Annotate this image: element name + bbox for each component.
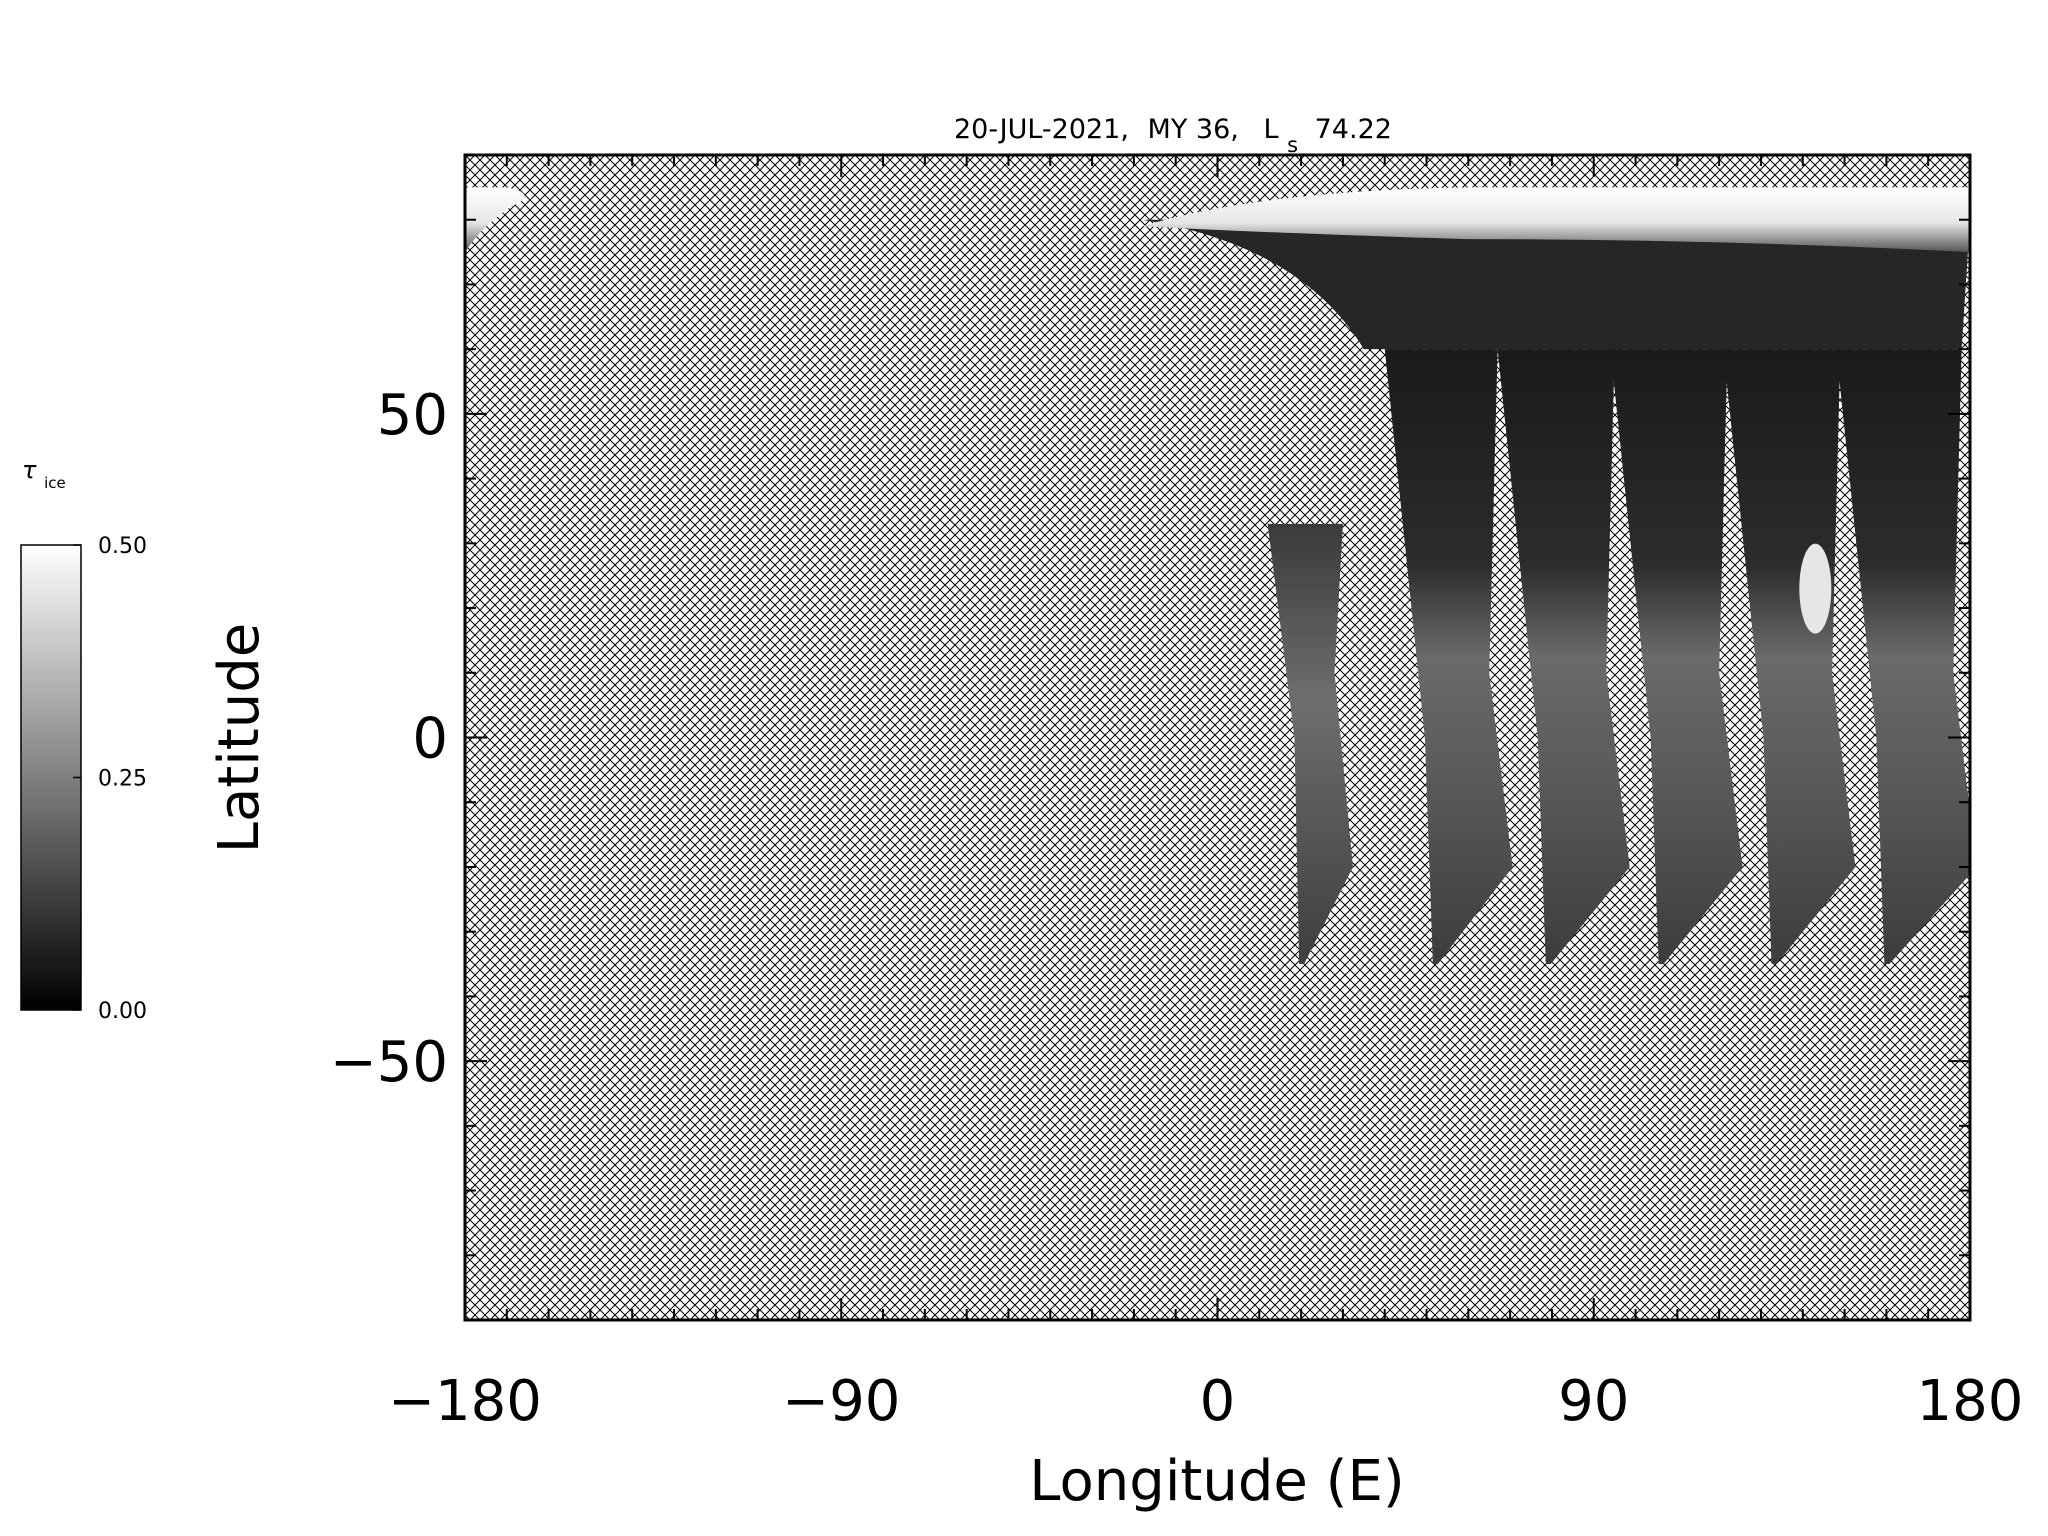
x-tick-label: 180 (1917, 1369, 2024, 1434)
colorbar-tick-label: 0.50 (98, 534, 147, 559)
colorbar-ticks: 0.50 0.25 0.00 (73, 534, 147, 1024)
y-tick-label: −50 (330, 1030, 448, 1095)
x-tick-label: 0 (1200, 1369, 1236, 1434)
colorbar-ice-subscript: ice (44, 474, 66, 492)
y-tick-label: 0 (412, 707, 448, 772)
title-ls-symbol: L (1263, 114, 1278, 145)
axis-tick-labels: −180 −90 0 90 180 50 0 −50 (330, 383, 2024, 1434)
title-martian-year: MY 36, (1148, 114, 1239, 145)
colorbar-tau-symbol: τ (22, 456, 37, 484)
axis-ticks (464, 154, 1971, 1321)
colorbar: τ ice 0.50 0.25 0.00 (20, 456, 147, 1024)
x-tick-label: 90 (1558, 1369, 1629, 1434)
x-tick-label: −90 (782, 1369, 900, 1434)
y-axis-label: Latitude (207, 623, 272, 853)
observation-layer (465, 187, 1970, 965)
observation-swath (1723, 349, 1856, 965)
observation-swath (1497, 349, 1630, 965)
north-high-latitude-band (1142, 219, 1970, 350)
x-tick-label: −180 (388, 1369, 542, 1434)
observation-swath (1384, 349, 1513, 965)
colorbar-gradient (20, 544, 82, 1011)
observation-swath (1610, 349, 1743, 965)
svg-text:20-JUL-2021, MY 36,: 20-JUL-2021, MY 36, L s 74.22 (954, 114, 1392, 159)
y-tick-label: 50 (377, 383, 448, 448)
chart-title: 20-JUL-2021, MY 36, L s 74.22 (954, 114, 1392, 159)
north-polar-cap (1142, 187, 1970, 253)
title-ls-value: 74.22 (1315, 114, 1392, 145)
colorbar-tick-label: 0.00 (98, 999, 147, 1024)
observation-swath (1267, 523, 1353, 965)
north-cap-west-edge (465, 187, 525, 253)
x-axis-label: Longitude (E) (1029, 1449, 1404, 1514)
title-ls-subscript: s (1287, 133, 1298, 157)
observation-swath (1836, 349, 1970, 965)
ice-cloud-bright-spot (1799, 543, 1832, 634)
plot-area: −180 −90 0 90 180 50 0 −50 (330, 153, 2024, 1434)
colorbar-tick-label: 0.25 (98, 767, 147, 792)
colorbar-label: τ ice (22, 456, 66, 492)
title-date: 20-JUL-2021, (954, 114, 1129, 145)
